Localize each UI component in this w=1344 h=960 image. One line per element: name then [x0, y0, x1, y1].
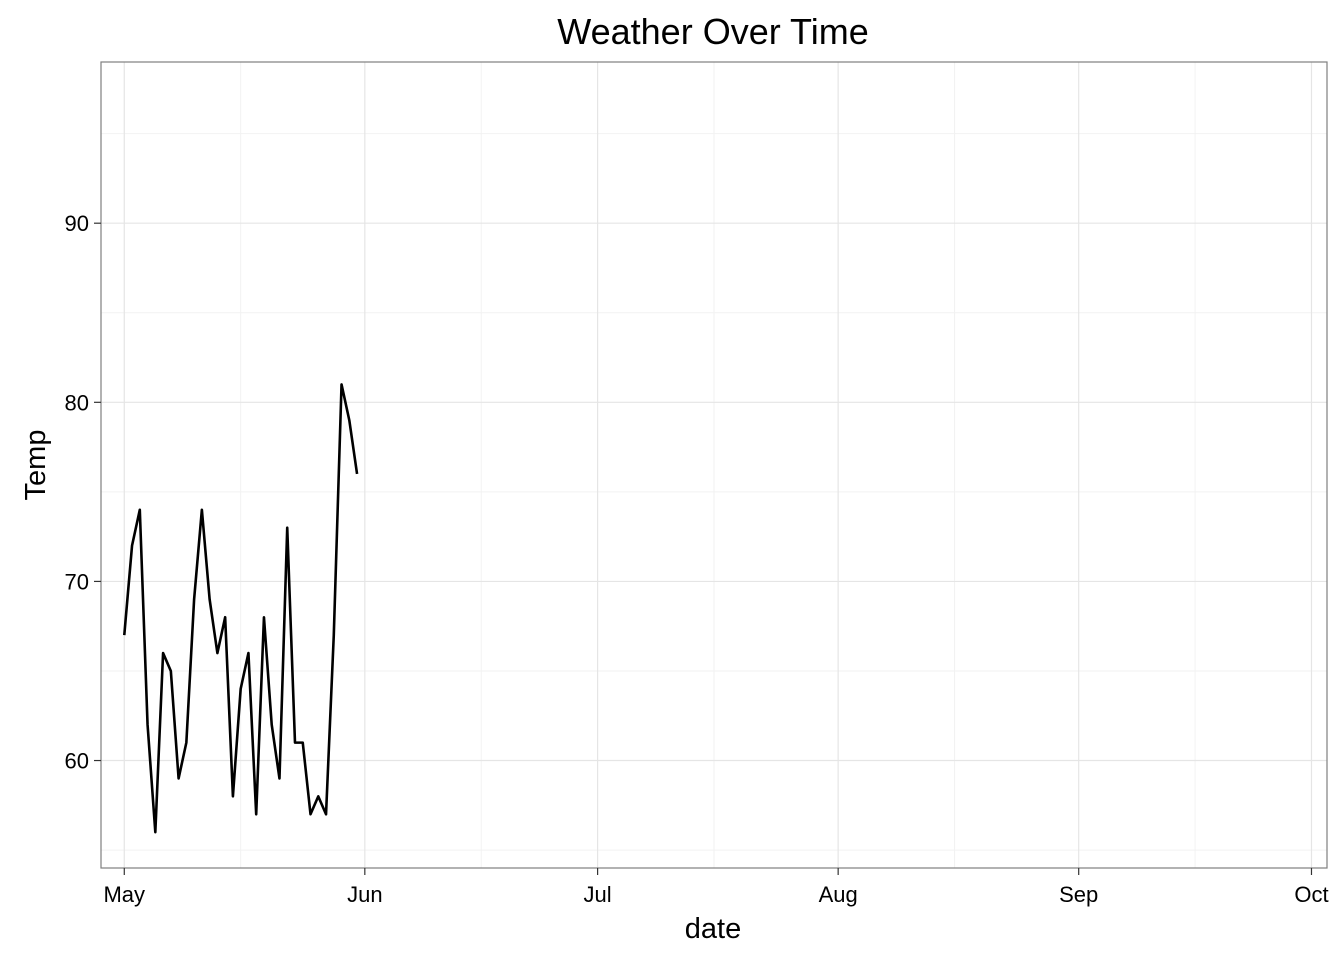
series-layer — [122, 383, 359, 834]
x-tick-label: Jul — [584, 882, 612, 907]
x-axis-title: date — [685, 913, 741, 945]
y-tick-label: 90 — [65, 211, 89, 236]
y-axis-title: Temp — [20, 430, 52, 501]
panel-border — [100, 61, 1328, 869]
x-axis: May Jun Jul Aug Sep Oct — [103, 868, 1329, 907]
x-tick-label: Aug — [819, 882, 858, 907]
y-tick-label: 70 — [65, 569, 89, 594]
x-tick-label: May — [103, 882, 145, 907]
x-tick-label: Jun — [347, 882, 382, 907]
y-tick-label: 80 — [65, 390, 89, 415]
x-tick-label: Oct — [1294, 882, 1328, 907]
panel-frame — [100, 61, 1328, 869]
x-tick-label: Sep — [1059, 882, 1098, 907]
y-axis: 60 70 80 90 — [65, 211, 101, 774]
chart-title: Weather Over Time — [557, 11, 868, 52]
y-tick-label: 60 — [65, 749, 89, 774]
series-line — [122, 383, 359, 834]
minor-gridlines — [101, 62, 1327, 868]
